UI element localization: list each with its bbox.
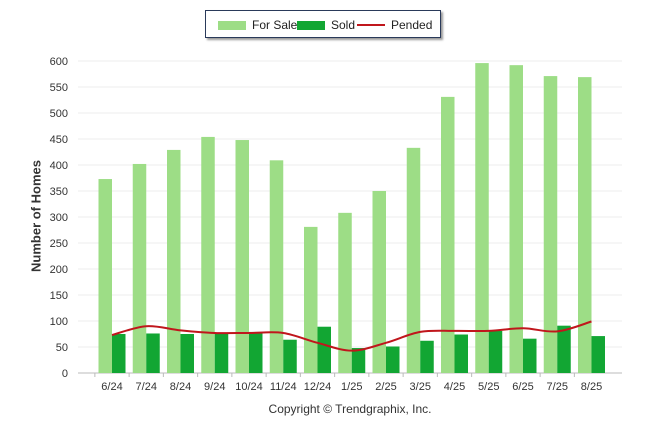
- bar-sold: [420, 340, 434, 373]
- bar-for-sale: [304, 226, 318, 373]
- bar-sold: [214, 333, 229, 373]
- sold-swatch: [297, 20, 325, 30]
- x-tick-label: 8/25: [581, 381, 602, 393]
- bar-for-sale: [132, 163, 147, 373]
- x-tick-label: 7/25: [547, 381, 568, 393]
- bar-sold: [146, 333, 160, 373]
- pended-line: [111, 320, 592, 352]
- y-axis-ticks: 0 50 100 150 200 250 300 350 400 450 500 550 600: [50, 56, 68, 380]
- bar-for-sale: [338, 212, 352, 373]
- bar-sold: [454, 334, 468, 373]
- x-tick-label: 6/24: [101, 381, 122, 393]
- legend-label-sold: Sold: [331, 18, 356, 32]
- y-tick-label: 350: [50, 186, 68, 198]
- legend: For Sale Sold Pended: [205, 10, 441, 38]
- bar-for-sale: [475, 63, 489, 373]
- bar-for-sale: [372, 191, 386, 373]
- x-tick-label: 8/24: [170, 381, 191, 393]
- bar-sold: [488, 330, 503, 373]
- bar-for-sale: [269, 160, 284, 373]
- legend-label-pended: Pended: [391, 18, 433, 32]
- x-tick-label: 10/24: [235, 381, 263, 393]
- y-tick-label: 400: [50, 160, 68, 172]
- x-tick-label: 4/25: [444, 381, 465, 393]
- x-axis-ticks: 6/24 7/24 8/24 9/24 10/24 11/24 12/24 1/25 2/25 3…: [94, 373, 602, 393]
- bar-sold: [180, 334, 194, 373]
- y-tick-label: 550: [50, 82, 68, 94]
- x-tick-label: 3/25: [410, 381, 431, 393]
- x-tick-label: 7/24: [136, 381, 157, 393]
- bar-for-sale: [98, 179, 112, 373]
- x-tick-label: 9/24: [204, 381, 225, 393]
- for-sale-swatch: [218, 20, 246, 30]
- x-tick-label: 2/25: [375, 381, 396, 393]
- bar-sold: [249, 331, 263, 373]
- bar-for-sale: [441, 96, 455, 373]
- x-tick-label: 11/24: [270, 381, 297, 393]
- bar-sold: [523, 338, 537, 373]
- y-tick-label: 300: [50, 212, 68, 224]
- y-tick-label: 50: [56, 342, 68, 354]
- bar-sold: [112, 334, 126, 373]
- legend-item-pended[interactable]: Pended: [357, 18, 432, 32]
- legend-item-sold[interactable]: Sold: [297, 18, 355, 32]
- y-tick-label: 150: [50, 290, 68, 302]
- y-tick-label: 0: [62, 368, 68, 380]
- bar-sold: [386, 346, 400, 373]
- legend-item-for-sale[interactable]: For Sale: [218, 18, 297, 32]
- bar-for-sale: [578, 77, 592, 374]
- pended-swatch: [357, 24, 385, 26]
- bar-for-sale: [167, 149, 181, 373]
- y-tick-label: 600: [50, 56, 68, 68]
- y-tick-label: 450: [50, 134, 68, 146]
- bar-sold: [351, 348, 366, 373]
- bar-sold: [283, 339, 297, 373]
- bar-for-sale: [406, 147, 421, 373]
- legend-label-for-sale: For Sale: [252, 18, 298, 32]
- bar-sold: [557, 325, 571, 373]
- bar-for-sale: [543, 76, 558, 373]
- x-tick-label: 6/25: [512, 381, 533, 393]
- bar-for-sale: [235, 140, 249, 373]
- x-tick-label: 5/25: [478, 381, 499, 393]
- y-tick-label: 250: [50, 238, 68, 250]
- y-axis-label: Number of Homes: [28, 160, 44, 272]
- y-tick-label: 100: [50, 316, 68, 328]
- bar-for-sale: [509, 65, 523, 373]
- bar-for-sale: [201, 136, 215, 373]
- copyright-text: Copyright © Trendgraphix, Inc.: [268, 402, 432, 416]
- bars: [98, 63, 605, 374]
- x-tick-label: 12/24: [304, 381, 332, 393]
- bar-sold: [591, 336, 605, 373]
- y-tick-label: 200: [50, 264, 68, 276]
- line-pended: [111, 320, 592, 352]
- bar-sold: [317, 326, 331, 373]
- x-tick-label: 1/25: [341, 381, 362, 393]
- y-tick-label: 500: [50, 108, 68, 120]
